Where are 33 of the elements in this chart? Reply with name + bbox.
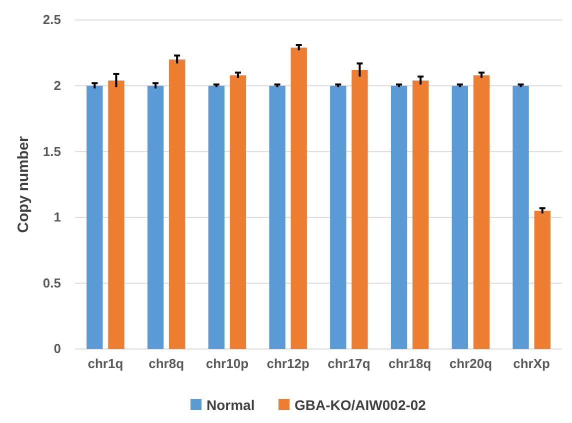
x-tick-label: chr1q bbox=[88, 356, 124, 372]
bar bbox=[147, 86, 164, 349]
x-tick-label: chr8q bbox=[148, 356, 184, 372]
y-tick-label: 1 bbox=[54, 210, 61, 225]
bar bbox=[269, 86, 286, 349]
x-tick-label: chr18q bbox=[388, 356, 432, 372]
bar bbox=[230, 75, 246, 349]
x-tick-label: chr17q bbox=[328, 356, 370, 372]
y-tick-label: 0.5 bbox=[42, 275, 61, 290]
legend-label: GBA-KO/AIW002-02 bbox=[294, 397, 426, 413]
y-tick-label: 1.5 bbox=[42, 144, 61, 159]
bar bbox=[330, 86, 346, 349]
bar bbox=[412, 80, 429, 349]
bar bbox=[352, 70, 368, 349]
x-tick-label: chr10p bbox=[206, 356, 249, 372]
bar bbox=[534, 210, 550, 349]
bar bbox=[169, 59, 186, 349]
bar bbox=[108, 80, 124, 349]
bar bbox=[290, 48, 307, 349]
bar bbox=[86, 86, 103, 349]
bar bbox=[208, 86, 224, 349]
y-axis-title: Copy number bbox=[15, 136, 32, 233]
legend-label: Normal bbox=[206, 397, 255, 413]
x-tick-label: chr12p bbox=[266, 356, 310, 372]
x-tick-label: chrXp bbox=[513, 356, 550, 372]
bar bbox=[452, 86, 468, 349]
y-tick-label: 2 bbox=[54, 78, 61, 93]
x-tick-label: chr20q bbox=[449, 356, 492, 372]
bar bbox=[473, 75, 490, 349]
bar bbox=[390, 86, 408, 349]
y-tick-label: 0 bbox=[54, 341, 61, 356]
bar bbox=[512, 86, 529, 349]
y-tick-label: 2.5 bbox=[42, 12, 61, 28]
